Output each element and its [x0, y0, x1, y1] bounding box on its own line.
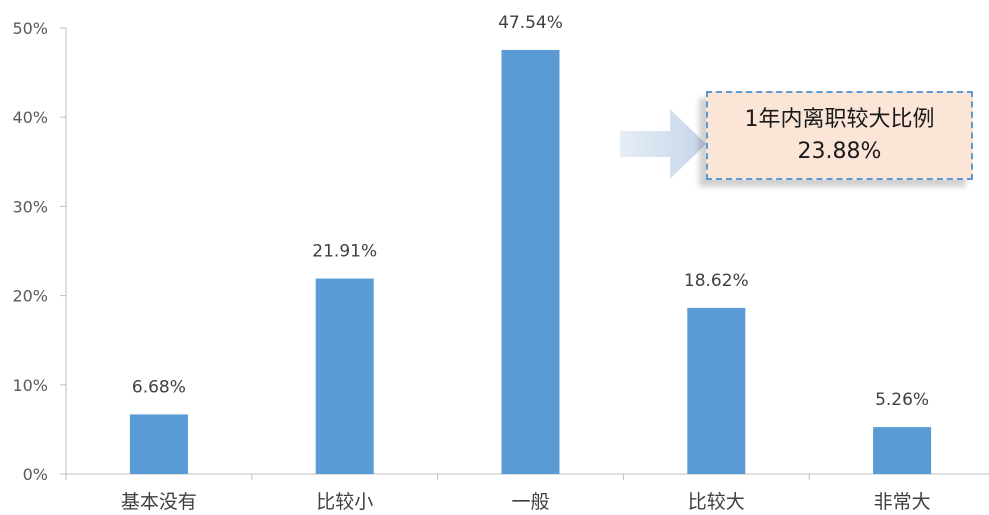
category-label: 一般 — [511, 491, 549, 513]
category-label: 比较大 — [688, 491, 745, 513]
y-tick-label: 50% — [12, 19, 48, 38]
callout-value: 23.88% — [797, 138, 882, 164]
data-label: 18.62% — [684, 271, 749, 291]
bar — [315, 278, 374, 474]
data-label: 6.68% — [132, 377, 186, 397]
category-label: 基本没有 — [121, 491, 197, 513]
data-label: 47.54% — [498, 13, 563, 33]
y-axis: 0% 10% 20% 30% 40% 50% — [12, 19, 67, 484]
category-label: 非常大 — [874, 491, 931, 513]
y-tick-label: 0% — [23, 465, 48, 484]
callout-title: 1年内离职较大比例 — [744, 106, 935, 132]
y-tick-label: 40% — [12, 108, 48, 127]
y-tick-label: 30% — [12, 197, 48, 216]
y-tick-label: 10% — [12, 376, 48, 395]
bars: 6.68% 21.91% 47.54% 18.62% 5.26% — [129, 13, 932, 474]
bar — [501, 49, 560, 474]
data-label: 21.91% — [312, 242, 377, 262]
bar — [873, 427, 932, 474]
x-axis: 基本没有 比较小 一般 比较大 非常大 — [65, 473, 989, 513]
arrow-icon — [620, 109, 706, 179]
bar — [129, 414, 188, 474]
y-tick-label: 20% — [12, 287, 48, 306]
category-label: 比较小 — [316, 491, 373, 513]
bar — [687, 307, 746, 474]
callout-box: 1年内离职较大比例 23.88% — [706, 91, 973, 180]
data-label: 5.26% — [875, 390, 929, 410]
